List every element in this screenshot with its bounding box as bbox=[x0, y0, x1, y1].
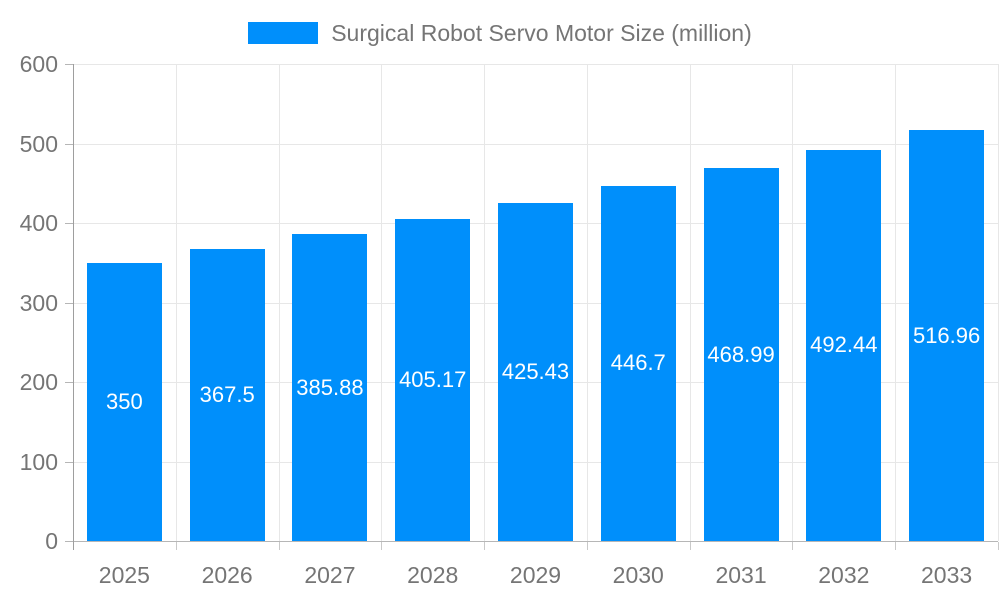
legend-label: Surgical Robot Servo Motor Size (million… bbox=[331, 20, 752, 46]
bar-value-label: 516.96 bbox=[912, 322, 981, 348]
grid-line-vertical bbox=[792, 64, 794, 541]
y-tick-label: 200 bbox=[19, 369, 58, 395]
bar[interactable]: 350 bbox=[86, 262, 162, 541]
grid-line-vertical bbox=[895, 64, 897, 541]
x-axis-tick bbox=[998, 542, 999, 550]
x-tick-label: 2025 bbox=[98, 562, 150, 588]
x-tick-label: 2027 bbox=[304, 562, 356, 588]
bar[interactable]: 405.17 bbox=[395, 218, 471, 541]
x-axis-tick bbox=[175, 542, 177, 550]
bar-value-label: 492.44 bbox=[810, 332, 878, 358]
y-axis-tick bbox=[65, 461, 73, 463]
y-axis-tick bbox=[65, 223, 73, 224]
y-axis-tick bbox=[65, 64, 73, 65]
bar[interactable]: 468.99 bbox=[703, 168, 779, 541]
grid-line-vertical bbox=[998, 64, 999, 541]
x-tick-label: 2030 bbox=[612, 562, 664, 588]
x-axis-tick bbox=[278, 542, 280, 550]
x-axis-tick bbox=[792, 542, 794, 550]
bar[interactable]: 385.88 bbox=[292, 234, 368, 541]
x-axis-tick bbox=[484, 542, 486, 550]
x-axis-tick bbox=[586, 542, 588, 550]
x-axis-line bbox=[73, 541, 998, 542]
bar-value-label: 468.99 bbox=[707, 341, 775, 367]
x-tick-label: 2026 bbox=[201, 562, 253, 588]
legend-swatch bbox=[248, 22, 319, 44]
bar-value-label: 425.43 bbox=[501, 358, 570, 384]
y-tick-label: 400 bbox=[19, 210, 58, 236]
grid-line-horizontal bbox=[73, 64, 998, 65]
bar-value-label: 385.88 bbox=[296, 374, 364, 400]
x-tick-label: 2029 bbox=[509, 562, 562, 588]
x-axis-tick bbox=[689, 542, 691, 550]
grid-line-vertical bbox=[175, 64, 177, 541]
bar[interactable]: 492.44 bbox=[806, 149, 882, 541]
grid-line-vertical bbox=[484, 64, 486, 541]
y-axis-tick bbox=[65, 302, 73, 304]
bar[interactable]: 516.96 bbox=[909, 130, 985, 541]
grid-line-vertical bbox=[381, 64, 383, 541]
x-tick-label: 2031 bbox=[715, 562, 767, 588]
x-axis-tick bbox=[381, 542, 383, 550]
bar-value-label: 367.5 bbox=[199, 381, 255, 407]
bar[interactable]: 446.7 bbox=[600, 185, 676, 541]
x-tick-label: 2028 bbox=[407, 562, 459, 588]
y-axis-line bbox=[73, 64, 74, 550]
y-axis-tick bbox=[65, 382, 73, 383]
y-axis-tick bbox=[65, 143, 73, 145]
grid-line-vertical bbox=[278, 64, 280, 541]
bar[interactable]: 425.43 bbox=[498, 202, 573, 541]
x-tick-label: 2033 bbox=[921, 562, 973, 588]
y-axis-tick bbox=[65, 541, 73, 542]
legend-item[interactable]: Surgical Robot Servo Motor Size (million… bbox=[0, 20, 1000, 46]
y-tick-label: 500 bbox=[19, 130, 58, 157]
y-tick-label: 600 bbox=[19, 51, 58, 77]
y-tick-label: 300 bbox=[19, 289, 58, 316]
bar-value-label: 405.17 bbox=[399, 366, 467, 392]
y-tick-label: 0 bbox=[45, 528, 58, 554]
x-tick-label: 2032 bbox=[818, 562, 870, 588]
y-tick-label: 100 bbox=[19, 448, 58, 475]
grid-line-vertical bbox=[586, 64, 588, 541]
grid-line-horizontal bbox=[73, 143, 998, 145]
bar[interactable]: 367.5 bbox=[189, 248, 265, 541]
x-axis-tick bbox=[895, 542, 897, 550]
grid-line-vertical bbox=[689, 64, 691, 541]
bar-value-label: 350 bbox=[106, 388, 143, 414]
bar-value-label: 446.7 bbox=[610, 350, 666, 376]
